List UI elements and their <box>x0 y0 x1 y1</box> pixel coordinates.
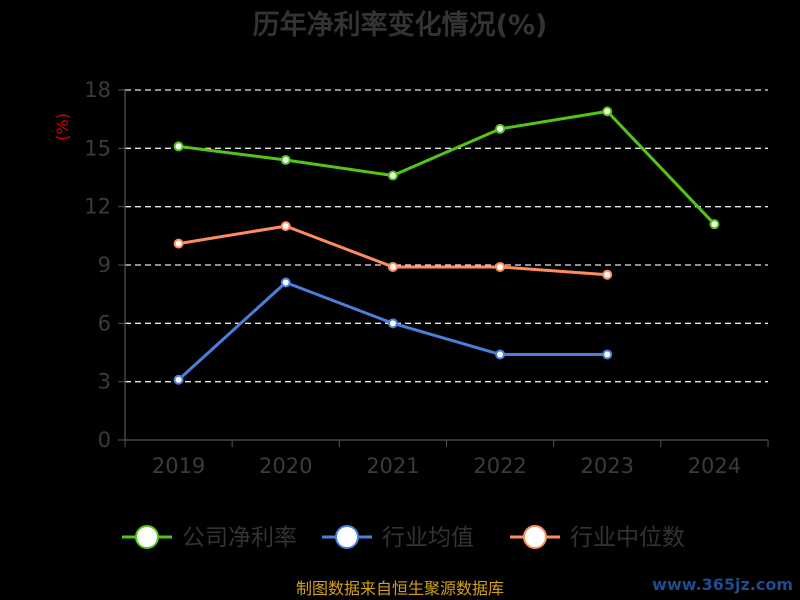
legend-marker <box>135 525 159 549</box>
x-tick-labels: 2019 2020 2021 2022 2023 2024 <box>152 454 741 478</box>
series-3 <box>173 221 613 280</box>
data-point <box>387 261 398 272</box>
series-2 <box>173 277 613 385</box>
series-line <box>177 109 716 226</box>
data-source-note: 制图数据来自恒生聚源数据库 <box>296 579 504 598</box>
watermark-text: www.365jz.com <box>652 575 793 594</box>
y-tick-label: 12 <box>84 195 111 219</box>
data-point <box>387 170 398 181</box>
legend-marker <box>335 525 359 549</box>
legend-marker <box>523 525 547 549</box>
y-tick-label: 9 <box>98 253 111 277</box>
data-point <box>173 141 184 152</box>
x-tick-label: 2023 <box>581 454 634 478</box>
series-1 <box>173 106 720 230</box>
legend-label: 公司净利率 <box>182 525 297 551</box>
legend-label: 行业均值 <box>382 525 474 551</box>
x-tick-label: 2021 <box>366 454 419 478</box>
y-axis-unit-label: (%) <box>53 113 72 141</box>
data-point <box>602 349 613 360</box>
series-lines <box>173 106 720 385</box>
legend-item-2[interactable]: 行业均值 <box>322 525 474 551</box>
y-tick-label: 15 <box>84 136 111 160</box>
data-point <box>173 238 184 249</box>
data-point <box>173 374 184 385</box>
grid-lines <box>118 89 768 441</box>
series-line <box>177 281 609 382</box>
data-point <box>495 123 506 134</box>
data-point <box>495 261 506 272</box>
data-point <box>495 349 506 360</box>
data-point <box>387 318 398 329</box>
chart-title: 历年净利率变化情况(%) <box>253 9 548 41</box>
axes <box>124 90 769 447</box>
y-tick-label: 3 <box>98 370 111 394</box>
data-point <box>280 277 291 288</box>
data-point <box>602 269 613 280</box>
x-tick-label: 2019 <box>152 454 205 478</box>
y-tick-label: 18 <box>84 78 111 102</box>
data-point <box>280 221 291 232</box>
data-point <box>709 219 720 230</box>
y-tick-label: 6 <box>98 311 111 335</box>
x-tick-label: 2024 <box>688 454 741 478</box>
data-point <box>602 106 613 117</box>
legend[interactable]: 公司净利率 行业均值 行业中位数 <box>122 525 685 551</box>
y-tick-labels: 0 3 6 9 12 15 18 <box>84 78 111 452</box>
legend-item-1[interactable]: 公司净利率 <box>122 525 297 551</box>
y-tick-label: 0 <box>98 428 111 452</box>
x-tick-label: 2022 <box>473 454 526 478</box>
data-point <box>280 155 291 165</box>
legend-label: 行业中位数 <box>570 525 685 551</box>
legend-item-3[interactable]: 行业中位数 <box>510 525 685 551</box>
x-tick-label: 2020 <box>259 454 312 478</box>
